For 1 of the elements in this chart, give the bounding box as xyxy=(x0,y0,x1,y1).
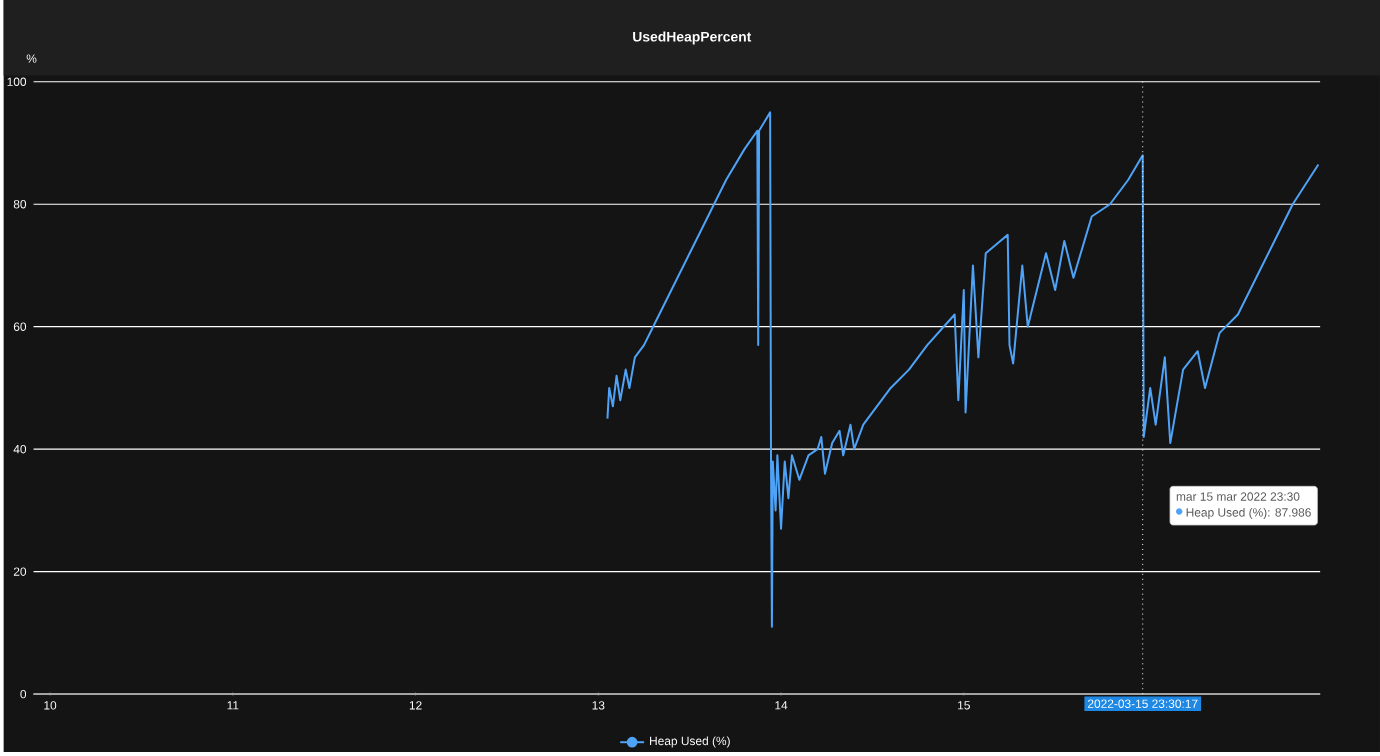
line-series xyxy=(606,111,1320,628)
